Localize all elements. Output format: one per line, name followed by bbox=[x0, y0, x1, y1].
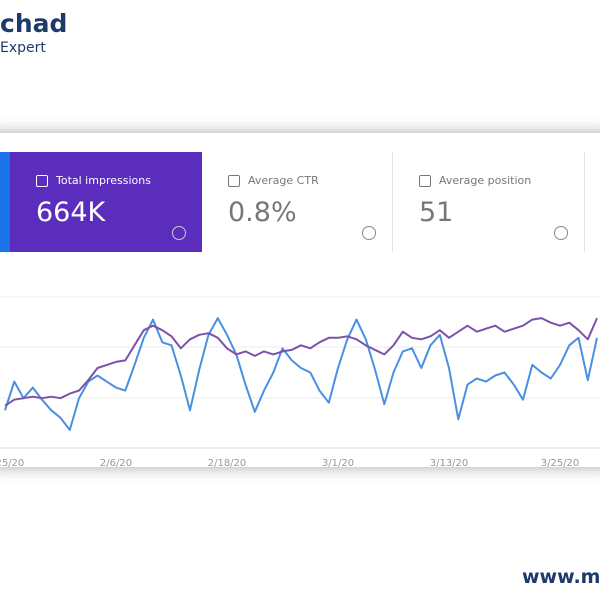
series-line bbox=[4, 317, 598, 431]
help-icon[interactable] bbox=[172, 226, 186, 240]
card-value: 0.8% bbox=[228, 197, 297, 228]
x-tick-label: 3/13/20 bbox=[430, 458, 469, 469]
card-label: Average position bbox=[439, 174, 532, 187]
x-tick-label: 2/6/20 bbox=[100, 458, 132, 469]
logo-name: chad bbox=[0, 9, 68, 38]
logo-tagline: Expert bbox=[0, 40, 46, 56]
metric-card[interactable]: Total impressions 664K bbox=[10, 152, 202, 252]
card-label: Total impressions bbox=[56, 174, 151, 187]
metric-card[interactable]: Average position 51 bbox=[393, 152, 585, 252]
help-icon[interactable] bbox=[362, 226, 376, 240]
clicks-card-edge[interactable] bbox=[0, 152, 10, 252]
x-tick-label: 1/25/20 bbox=[0, 458, 24, 469]
series-line bbox=[4, 317, 598, 407]
help-icon[interactable] bbox=[554, 226, 568, 240]
metric-card[interactable]: Average CTR 0.8% bbox=[202, 152, 393, 252]
card-value: 664K bbox=[36, 197, 106, 228]
x-tick-label: 3/1/20 bbox=[322, 458, 354, 469]
logo: chad Expert bbox=[0, 9, 68, 57]
card-label: Average CTR bbox=[248, 174, 319, 187]
card-value: 51 bbox=[419, 197, 454, 228]
x-tick-label: 3/25/20 bbox=[541, 458, 580, 469]
x-tick-label: 2/18/20 bbox=[208, 458, 247, 469]
footer-url: www.m bbox=[522, 566, 600, 588]
